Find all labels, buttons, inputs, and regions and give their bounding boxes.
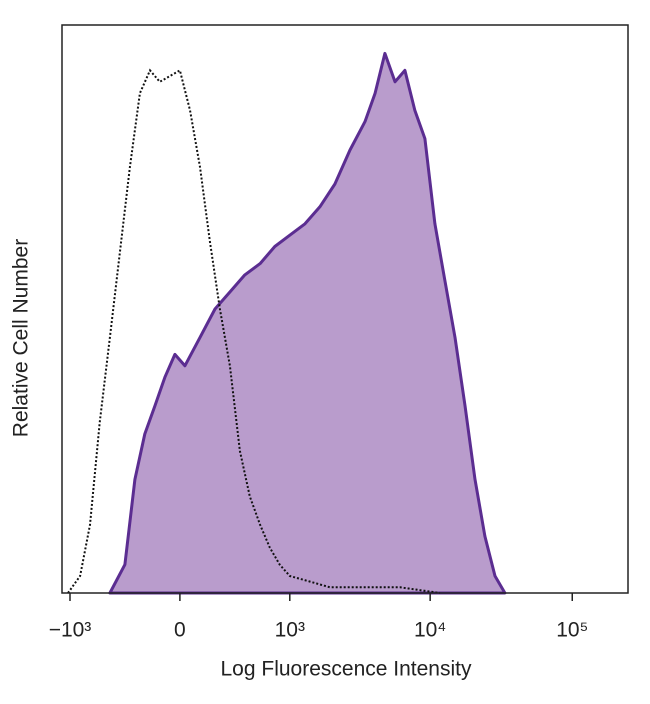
y-axis-label: Relative Cell Number — [10, 239, 33, 437]
x-axis-label: Log Fluorescence Intensity — [221, 658, 472, 681]
histogram-area — [108, 51, 507, 595]
plot-frame — [61, 24, 629, 594]
x-tick-label: 10³ — [275, 619, 305, 642]
histogram-line — [67, 68, 441, 594]
x-tick-label: 10⁴ — [414, 619, 446, 642]
x-tick-label: 10⁵ — [556, 619, 588, 642]
x-tick-label: 0 — [174, 619, 186, 642]
x-tick-label: −10³ — [49, 619, 92, 642]
